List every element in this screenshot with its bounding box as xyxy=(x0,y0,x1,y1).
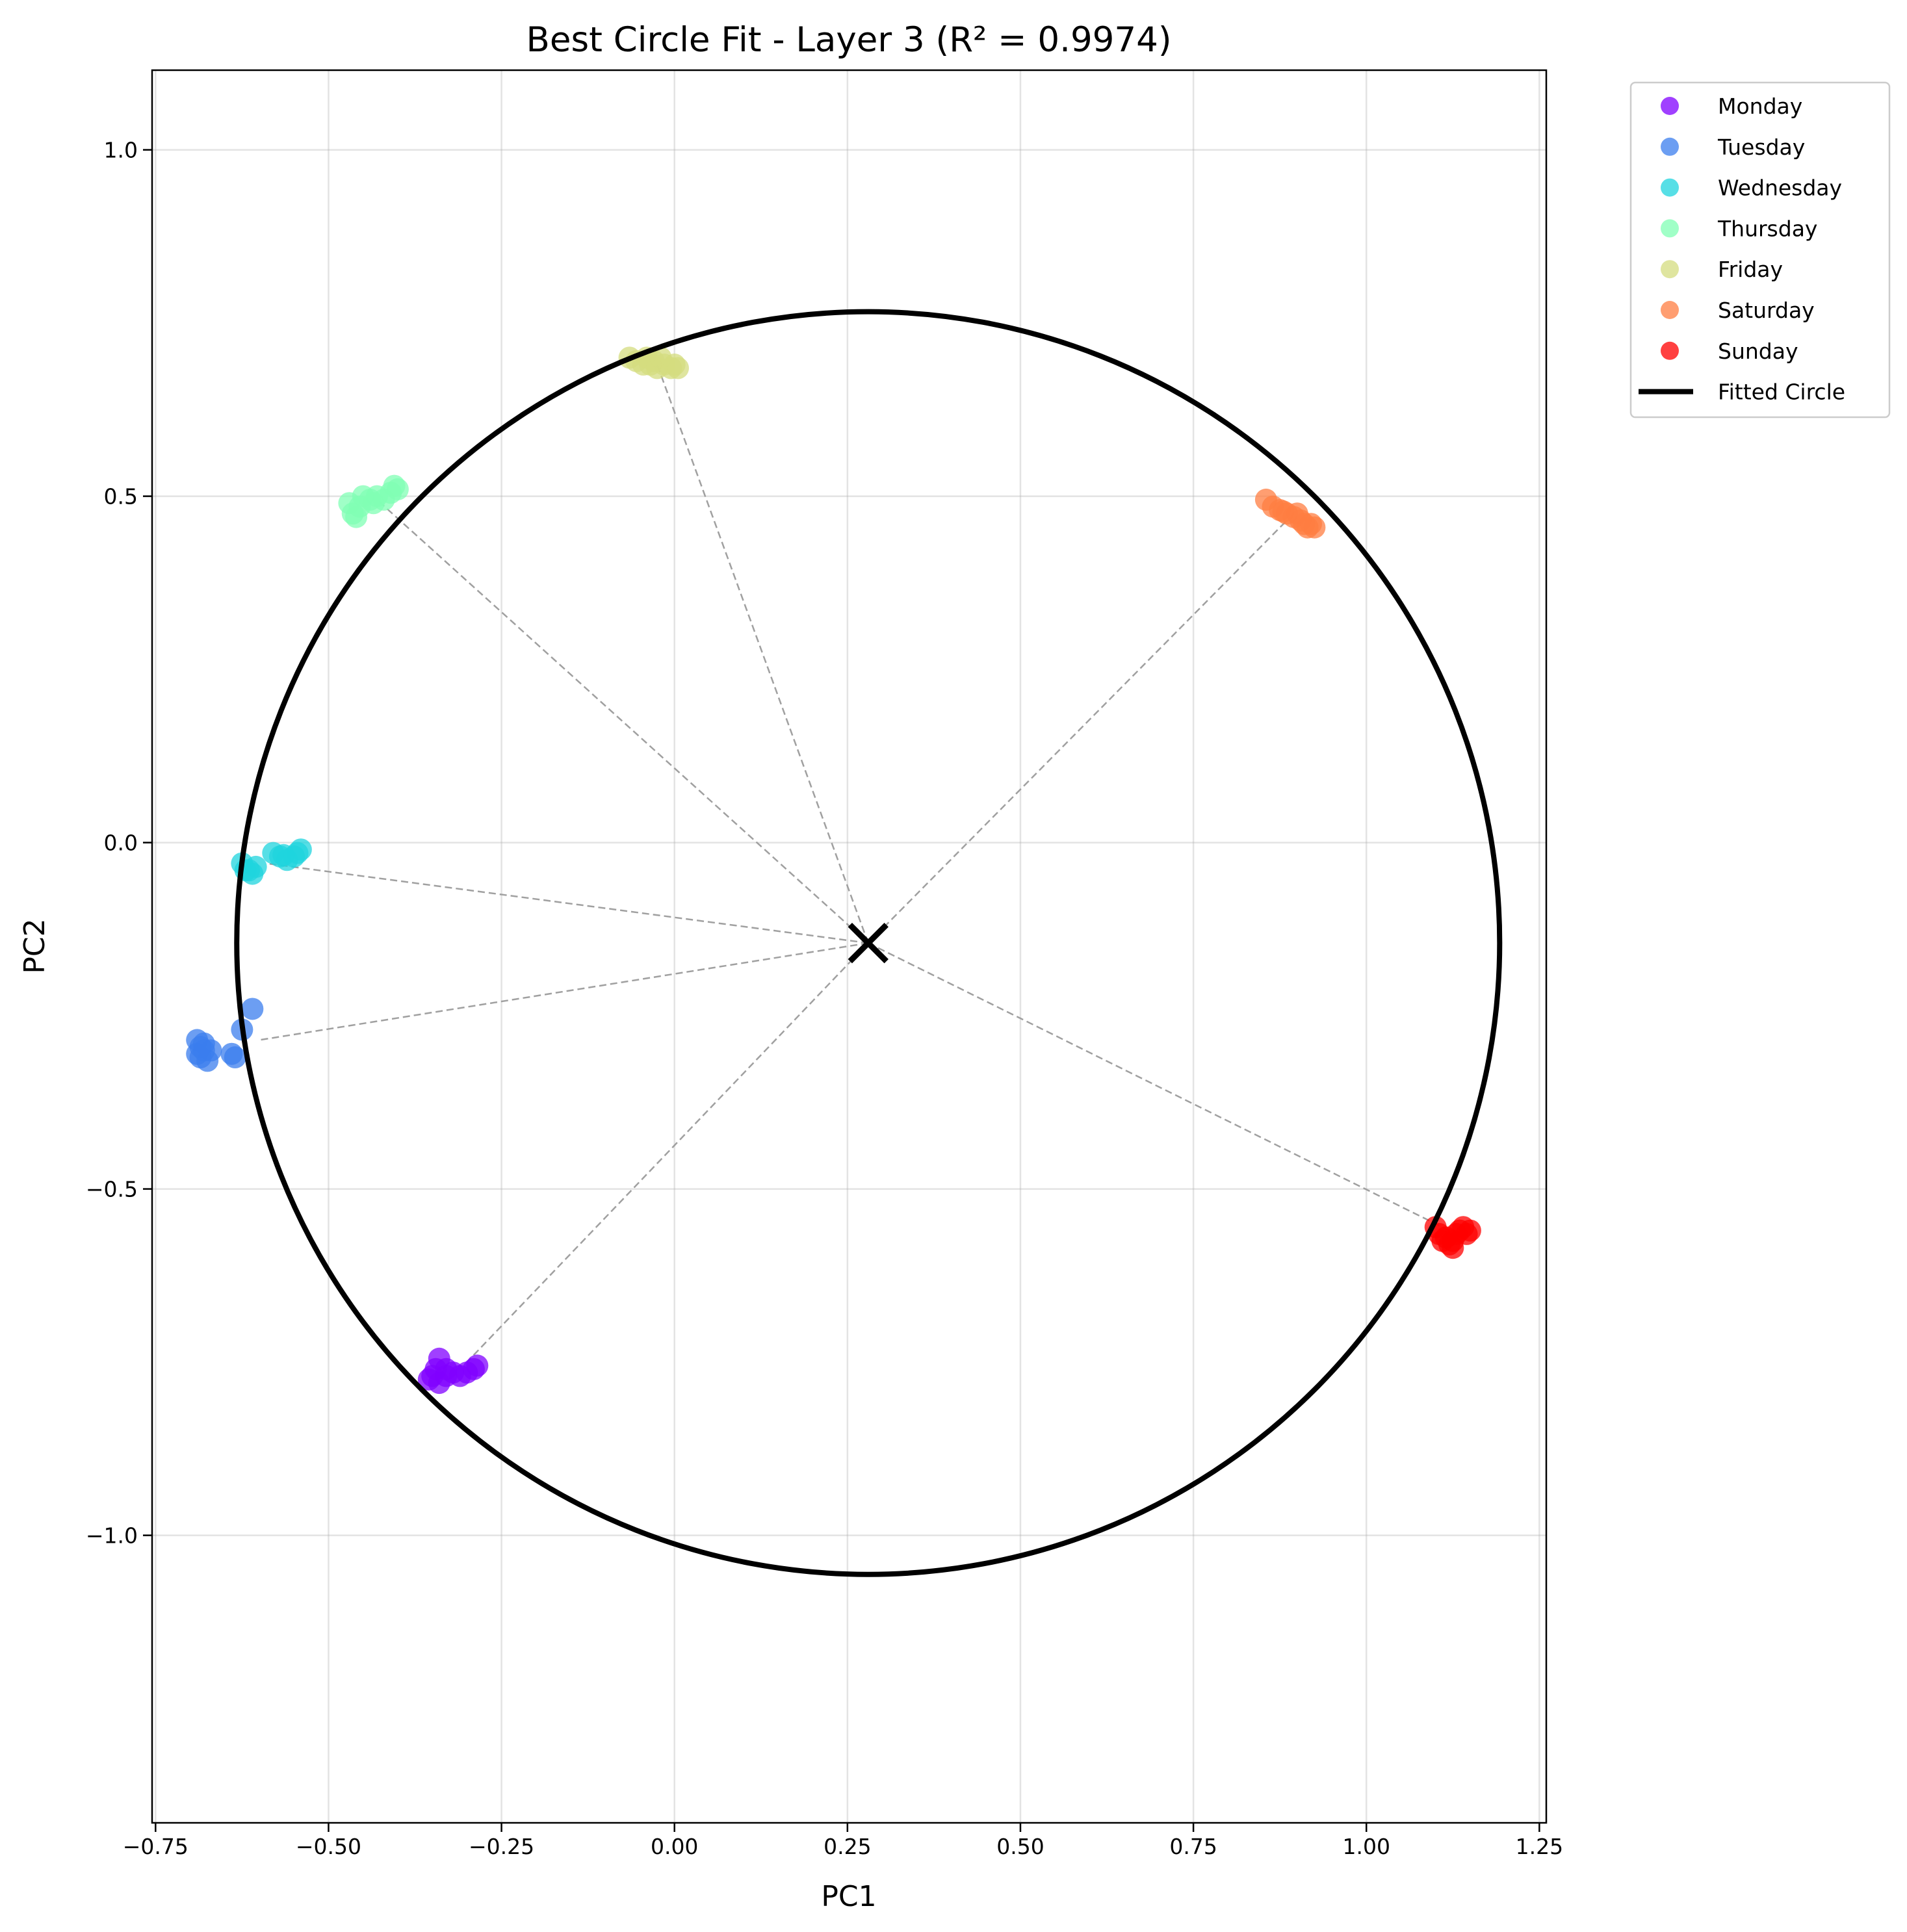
x-tick-label: 1.25 xyxy=(1516,1834,1563,1859)
center-marker-stroke xyxy=(848,922,889,964)
legend-label-fitted-circle: Fitted Circle xyxy=(1718,380,1845,405)
legend-frame xyxy=(1629,81,1891,419)
plot-area-frame xyxy=(151,69,1548,1824)
data-point xyxy=(189,1036,212,1059)
legend-label-wednesday: Wednesday xyxy=(1718,175,1842,201)
guide-line-saturday xyxy=(867,516,1291,944)
data-point xyxy=(1272,500,1295,523)
chart-title: Best Circle Fit - Layer 3 (R² = 0.9974) xyxy=(526,20,1172,60)
legend-marker-friday xyxy=(1661,260,1679,279)
x-tick-label: −0.50 xyxy=(296,1834,361,1859)
series-saturday xyxy=(1254,488,1326,539)
x-tick-label: 1.00 xyxy=(1342,1834,1390,1859)
fitted-circle xyxy=(234,309,1503,1577)
scatter-points xyxy=(186,346,1481,1395)
x-axis-label: PC1 xyxy=(821,1880,876,1913)
guide-line-wednesday xyxy=(266,862,868,944)
x-tick-label: −0.75 xyxy=(123,1834,188,1859)
data-point xyxy=(663,354,686,376)
data-point xyxy=(289,838,312,861)
y-tick-label: −1.0 xyxy=(86,1523,138,1549)
legend: Monday Tuesday Wednesday Thursday Friday Satu… xyxy=(1629,81,1891,419)
data-point xyxy=(272,844,295,866)
legend-label-tuesday: Tuesday xyxy=(1717,135,1805,160)
x-tick-label: −0.25 xyxy=(469,1834,534,1859)
legend-marker-saturday xyxy=(1661,301,1679,319)
series-thursday xyxy=(338,474,409,528)
data-point xyxy=(1459,1219,1481,1242)
data-point xyxy=(466,1354,489,1377)
y-axis-ticks: 1.0 0.5 0.0 −0.5 −1.0 xyxy=(86,138,152,1549)
legend-marker-tuesday xyxy=(1661,137,1679,156)
data-point xyxy=(220,1042,243,1065)
legend-label-friday: Friday xyxy=(1718,257,1783,282)
legend-label-thursday: Thursday xyxy=(1717,216,1817,241)
series-monday xyxy=(417,1347,489,1395)
y-axis-label: PC2 xyxy=(18,918,51,973)
legend-label-sunday: Sunday xyxy=(1718,339,1798,364)
guide-line-monday xyxy=(466,942,869,1363)
data-point xyxy=(386,478,409,500)
guide-line-friday xyxy=(656,364,869,944)
y-tick-label: 0.5 xyxy=(104,484,138,509)
guide-line-sunday xyxy=(868,942,1464,1239)
data-point xyxy=(1303,516,1326,539)
legend-marker-sunday xyxy=(1661,341,1679,360)
x-tick-label: 0.50 xyxy=(996,1834,1044,1859)
guide-line-tuesday xyxy=(259,942,868,1041)
legend-marker-monday xyxy=(1661,97,1679,115)
legend-marker-wednesday xyxy=(1661,178,1679,197)
legend-label-saturday: Saturday xyxy=(1718,298,1815,323)
data-point xyxy=(421,1365,444,1387)
series-sunday xyxy=(1424,1216,1481,1259)
x-tick-label: 0.75 xyxy=(1169,1834,1217,1859)
y-tick-label: 1.0 xyxy=(104,138,138,163)
data-point xyxy=(1442,1237,1464,1259)
y-tick-label: −0.5 xyxy=(86,1177,138,1202)
legend-marker-thursday xyxy=(1661,219,1679,238)
series-tuesday xyxy=(186,998,264,1072)
x-tick-label: 0.00 xyxy=(651,1834,698,1859)
radial-guide-lines xyxy=(259,364,1464,1363)
center-marker xyxy=(848,922,889,964)
x-tick-label: 0.25 xyxy=(824,1834,871,1859)
legend-label-monday: Monday xyxy=(1718,94,1802,119)
data-point xyxy=(639,354,662,376)
x-axis-ticks: −0.75 −0.50 −0.25 0.00 0.25 0.50 0.75 1.00 1.25 xyxy=(123,1823,1563,1859)
y-tick-label: 0.0 xyxy=(104,831,138,856)
data-point xyxy=(362,492,385,515)
data-point xyxy=(241,998,264,1020)
